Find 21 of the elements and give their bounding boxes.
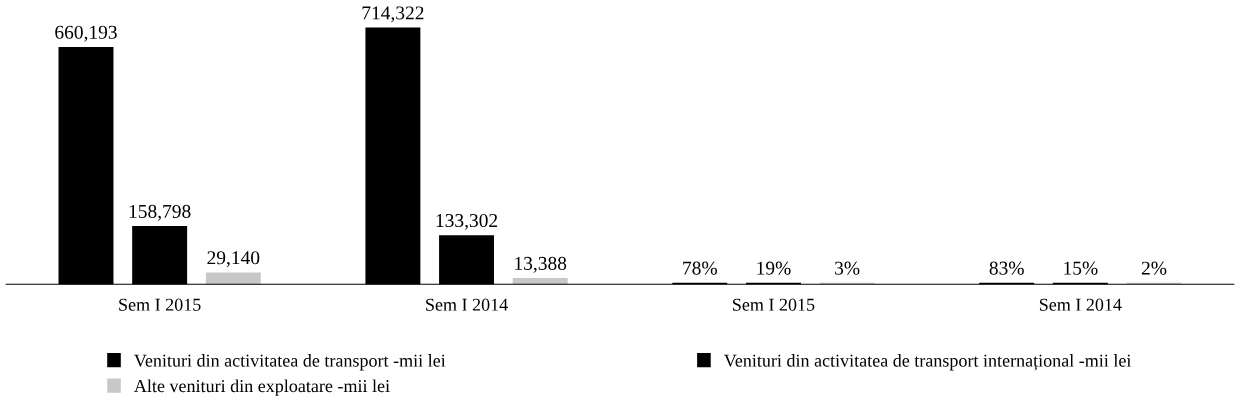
- legend-label: Venituri din activitatea de transport internațional -mii lei: [723, 354, 1132, 371]
- data-label: 78%: [683, 261, 717, 275]
- bar: [512, 278, 568, 285]
- x-tick-label: Sem I 2014: [1039, 298, 1122, 311]
- data-label: 29,140: [207, 251, 260, 268]
- data-label: 3%: [835, 261, 860, 275]
- x-tick-label: Sem I 2014: [426, 298, 508, 311]
- data-label: 15%: [1064, 261, 1098, 275]
- data-label: 158,798: [129, 204, 191, 221]
- data-label: 83%: [989, 261, 1024, 275]
- data-label: 714,322: [362, 6, 424, 23]
- data-label: 2%: [1141, 261, 1167, 275]
- legend-label: Venituri din activitatea de transport -mii lei: [134, 354, 446, 371]
- data-label: 660,193: [55, 25, 117, 42]
- data-label: 13,388: [515, 256, 567, 273]
- x-tick-label: Sem I 2015: [733, 298, 815, 311]
- data-label: 133,302: [436, 213, 498, 230]
- x-tick-label: Sem I 2015: [119, 298, 201, 311]
- data-label: 19%: [757, 261, 791, 275]
- legend-label: Alte venituri din exploatare -mii lei: [134, 379, 390, 396]
- bar: [205, 272, 261, 285]
